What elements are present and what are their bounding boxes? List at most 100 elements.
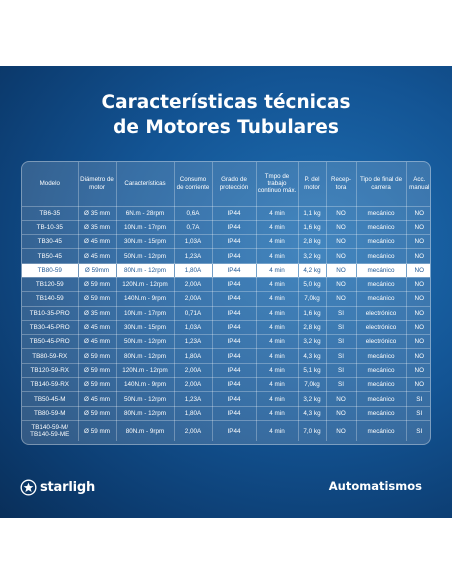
table-cell: mecánico: [356, 220, 407, 236]
table-cell: SI: [326, 363, 357, 379]
table-cell: 7,0kg: [298, 377, 327, 393]
table-cell: mecánico: [356, 363, 407, 379]
table-cell: SI: [326, 306, 357, 321]
table-cell: NO: [406, 306, 430, 321]
table-cell: TB80-59-M: [22, 406, 79, 421]
brand-logo: starligh: [20, 476, 95, 498]
table-cell: NO: [406, 277, 430, 293]
table-cell: IP44: [212, 306, 257, 321]
table-cell: 2,8 kg: [298, 234, 327, 250]
table-cell: TB120-59: [22, 277, 79, 293]
table-row: TB30-45 Ø 45 mm 30N.m - 15rpm 1,03A IP44 4 mi…: [22, 234, 430, 250]
page-title: Características técnicas de Motores Tubu…: [0, 90, 452, 140]
table-cell: 4 min: [256, 248, 299, 264]
table-cell: 4 min: [256, 377, 299, 393]
table-cell: SI: [416, 427, 423, 435]
table-cell: mecánico: [356, 391, 407, 407]
table-cell: NO: [326, 291, 357, 307]
column-header: Diámetro de motor: [78, 162, 117, 207]
table-cell: 1,23A: [174, 248, 213, 264]
table-cell: 2,00A: [174, 291, 213, 307]
table-row: TB80-59-M Ø 59 mm 80N.m - 12rpm 1,80A IP44 4 …: [22, 406, 430, 421]
table-cell: Ø 59 mm: [78, 277, 117, 293]
table-cell: 4 min: [256, 334, 299, 350]
table-cell: Ø 45 mm: [78, 234, 117, 250]
table-cell: NO: [326, 391, 357, 407]
table-cell: 10N.m - 17rpm: [116, 306, 175, 321]
table-cell: NO: [406, 263, 430, 278]
table-cell: 0,71A: [174, 306, 213, 321]
table-cell: NO: [326, 420, 357, 442]
table-row: TB10-35-PRO Ø 35 mm 10N.m - 17rpm 0,71A IP44…: [22, 306, 430, 321]
table-cell: 3,2 kg: [298, 248, 327, 264]
table-cell: 7,0kg: [298, 291, 327, 307]
table-cell: NO: [406, 206, 430, 221]
table-cell: IP44: [212, 248, 257, 264]
table-cell: 1,23A: [174, 391, 213, 407]
table-row: TB50-45 Ø 45 mm 50N.m - 12rpm 1,23A IP44 4 mi…: [22, 248, 430, 264]
table-cell: 1,03A: [174, 320, 213, 336]
title-line-1: Características técnicas: [101, 92, 351, 113]
table-row: TB80-59-RX Ø 59 mm 80N.m - 12rpm 1,80A IP44 4…: [22, 348, 430, 364]
table-cell: 6N.m - 28rpm: [116, 206, 175, 221]
table-cell: 140N.m - 9rpm: [116, 291, 175, 307]
table-cell: TB30-45-PRO: [22, 320, 79, 336]
table-cell: 10N.m - 17rpm: [116, 220, 175, 236]
table-cell: Ø 45 mm: [78, 334, 117, 350]
column-header: P. del motor: [298, 162, 327, 207]
table-cell: 2,00A: [174, 420, 213, 442]
table-cell: mecánico: [356, 420, 407, 442]
table-cell: 1,6 kg: [298, 220, 327, 236]
table-cell: NO: [406, 320, 430, 336]
table-cell: SI: [326, 377, 357, 393]
table-cell: NO: [406, 348, 430, 364]
table-cell: mecánico: [356, 206, 407, 221]
table-cell: mecánico: [356, 348, 407, 364]
table-cell: mecánico: [356, 234, 407, 250]
table-row: TB-10-35 Ø 35 mm 10N.m - 17rpm 0,7A IP44 4 mi…: [22, 220, 430, 236]
table-cell: NO: [326, 277, 357, 293]
table-cell: IP44: [212, 406, 257, 421]
table-row: TB140-59-RX Ø 59 mm 140N.m - 9rpm 2,00A IP44…: [22, 377, 430, 393]
table-cell: 2,00A: [174, 377, 213, 393]
table-cell: TB50-45: [22, 248, 79, 264]
table-cell: 4 min: [256, 277, 299, 293]
table-cell: SI: [326, 320, 357, 336]
table-cell: 50N.m - 12rpm: [116, 334, 175, 350]
table-cell: IP44: [212, 334, 257, 350]
table-cell: NO: [326, 220, 357, 236]
table-cell: TB140-59: [22, 291, 79, 307]
table-cell: 80N.m - 12rpm: [116, 348, 175, 364]
table-cell: 2,00A: [174, 277, 213, 293]
table-cell: IP44: [212, 220, 257, 236]
table-cell: IP44: [212, 320, 257, 336]
table-cell: 1,80A: [174, 406, 213, 421]
table-cell: NO: [326, 263, 357, 278]
table-cell: electrónico: [356, 334, 407, 350]
table-cell: Ø 59 mm: [78, 420, 117, 442]
table-cell: mecánico: [356, 277, 407, 293]
table-cell: Ø 59 mm: [78, 291, 117, 307]
table-cell: TB140-59-RX: [22, 377, 79, 393]
column-header: Tipo de final de carrera: [356, 162, 407, 207]
column-header: Modelo: [22, 162, 79, 207]
star-circle-icon: [20, 479, 37, 495]
table-cell: 4 min: [256, 234, 299, 250]
table-cell: TB10-35-PRO: [22, 306, 79, 321]
table-cell: 80N.m - 12rpm: [116, 263, 175, 278]
table-cell: IP44: [212, 377, 257, 393]
table-cell: 0,6A: [174, 206, 213, 221]
table-cell: SI: [326, 334, 357, 350]
table-cell: 4,3 kg: [298, 406, 327, 421]
table-cell: IP44: [212, 277, 257, 293]
table-cell: IP44: [212, 420, 257, 442]
table-cell: 1,1 kg: [298, 206, 327, 221]
table-cell: IP44: [212, 363, 257, 379]
table-cell: 5,0 kg: [298, 277, 327, 293]
table-cell: 50N.m - 12rpm: [116, 248, 175, 264]
table-cell: electrónico: [356, 320, 407, 336]
table-cell: 1,03A: [174, 234, 213, 250]
column-header: Consumo de corriente: [174, 162, 213, 207]
table-cell: 4 min: [256, 420, 299, 442]
table-cell: NO: [326, 248, 357, 264]
